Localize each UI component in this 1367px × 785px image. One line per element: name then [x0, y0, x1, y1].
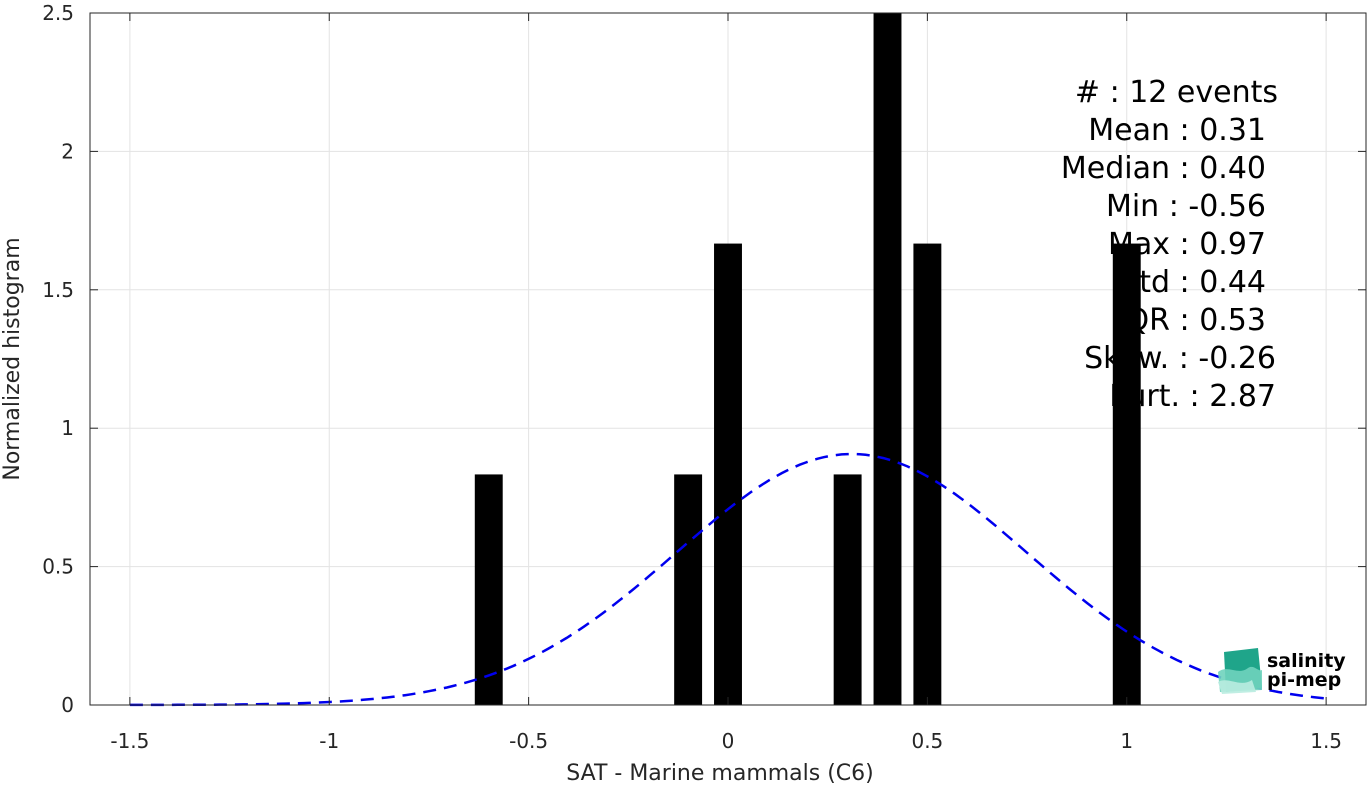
x-tick-label: -1 — [319, 729, 339, 753]
histogram-bars — [474, 13, 1141, 705]
histogram-bar — [714, 243, 742, 705]
histogram-bar — [474, 474, 503, 705]
stat-kurtosis: Kurt. : 2.87 — [1109, 379, 1276, 414]
x-tick-label: -0.5 — [509, 729, 548, 753]
logo-wave-icon — [1218, 648, 1262, 694]
x-tick-label: 1.5 — [1310, 729, 1342, 753]
y-tick-label: 0.5 — [42, 555, 74, 579]
y-axis-label: Normalized histogram — [0, 237, 25, 480]
x-tick-label: 1 — [1120, 729, 1133, 753]
x-tick-label: -1.5 — [110, 729, 149, 753]
x-tick-label: 0 — [722, 729, 735, 753]
stat-median: Median : 0.40 — [1061, 151, 1266, 186]
stat-max: Max : 0.97 — [1108, 227, 1266, 262]
y-tick-label: 2.5 — [42, 1, 74, 25]
stat-min: Min : -0.56 — [1106, 189, 1266, 224]
y-tick-label: 0 — [61, 693, 74, 717]
y-tick-label: 1 — [61, 416, 74, 440]
x-axis-label: SAT - Marine mammals (C6) — [566, 761, 874, 785]
stat-skewness: Skew. : -0.26 — [1084, 341, 1276, 376]
y-tick-label: 2 — [61, 139, 74, 163]
logo-text-salinity: salinity — [1267, 650, 1346, 672]
x-tick-label: 0.5 — [911, 729, 943, 753]
axis-ticks: -1.5 -1 -0.5 0 0.5 1 1.5 0 0.5 1 1.5 2 2.5 — [42, 1, 1366, 753]
statistics-box: # : 12 events Mean : 0.31 Median : 0.40 … — [1061, 75, 1278, 414]
stat-std: Std : 0.44 — [1120, 265, 1266, 300]
histogram-bar — [674, 474, 703, 705]
logo-text-pi-mep: pi-mep — [1267, 669, 1341, 691]
stat-count: # : 12 events — [1075, 75, 1278, 110]
salinity-pi-mep-logo: salinity pi-mep — [1218, 648, 1346, 694]
stat-mean: Mean : 0.31 — [1088, 113, 1266, 148]
histogram-bar — [1112, 243, 1141, 705]
histogram-bar — [873, 13, 902, 705]
histogram-bar — [833, 474, 862, 705]
stat-iqr: IQR : 0.53 — [1117, 303, 1266, 338]
histogram-bar — [913, 243, 942, 705]
y-tick-label: 1.5 — [42, 278, 74, 302]
